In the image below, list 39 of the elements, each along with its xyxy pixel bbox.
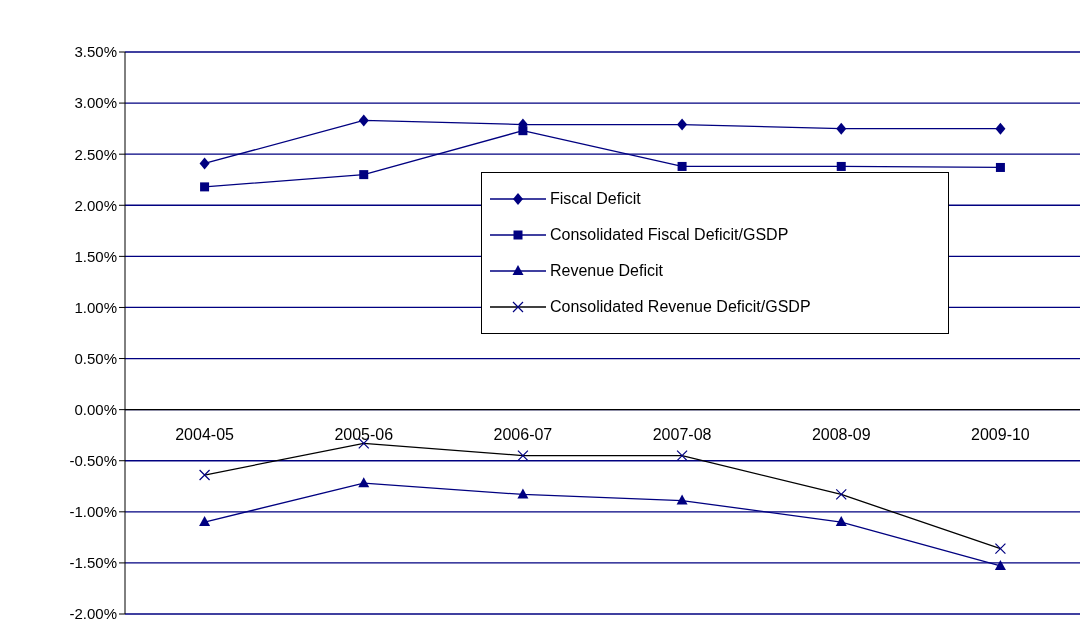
x-tick-label: 2005-06 (334, 425, 394, 443)
y-tick-label: 1.50% (74, 247, 117, 265)
y-tick-label: 3.50% (74, 43, 117, 61)
point (677, 161, 687, 171)
y-tick-label: -1.00% (69, 503, 117, 521)
x-tick-label: 2009-10 (971, 425, 1030, 443)
point (994, 559, 1006, 570)
point (995, 122, 1006, 135)
x-tick-label: 2007-08 (652, 425, 712, 443)
point (199, 157, 210, 170)
point (359, 170, 369, 180)
y-tick-label: -1.50% (69, 554, 117, 572)
point (358, 114, 369, 127)
y-tick-label: 3.00% (74, 94, 117, 112)
point (517, 488, 529, 499)
x-tick-label: 2004-05 (175, 425, 235, 443)
point (835, 516, 847, 527)
y-tick-label: 0.00% (74, 400, 117, 418)
y-tick-label: -0.50% (69, 452, 117, 470)
y-tick-label: 1.00% (74, 298, 117, 316)
point (199, 516, 211, 527)
point (836, 161, 846, 171)
point (358, 477, 370, 488)
point (836, 122, 847, 135)
point (200, 182, 210, 192)
point (518, 126, 528, 136)
x-tick-label: 2008-09 (811, 425, 871, 443)
legend-label: Consolidated Revenue Deficit/GSDP (550, 298, 811, 316)
y-tick-label: 2.00% (74, 196, 117, 214)
y-tick-label: -2.00% (69, 605, 117, 623)
legend-label: Revenue Deficit (550, 262, 663, 280)
point (676, 494, 688, 505)
y-tick-label: 0.50% (74, 349, 117, 367)
point (995, 162, 1005, 172)
y-tick-label: 2.50% (74, 145, 117, 163)
legend-label: Fiscal Deficit (550, 190, 641, 208)
point (677, 118, 688, 131)
x-tick-label: 2006-07 (493, 425, 553, 443)
legend-label: Consolidated Fiscal Deficit/GSDP (550, 226, 789, 244)
